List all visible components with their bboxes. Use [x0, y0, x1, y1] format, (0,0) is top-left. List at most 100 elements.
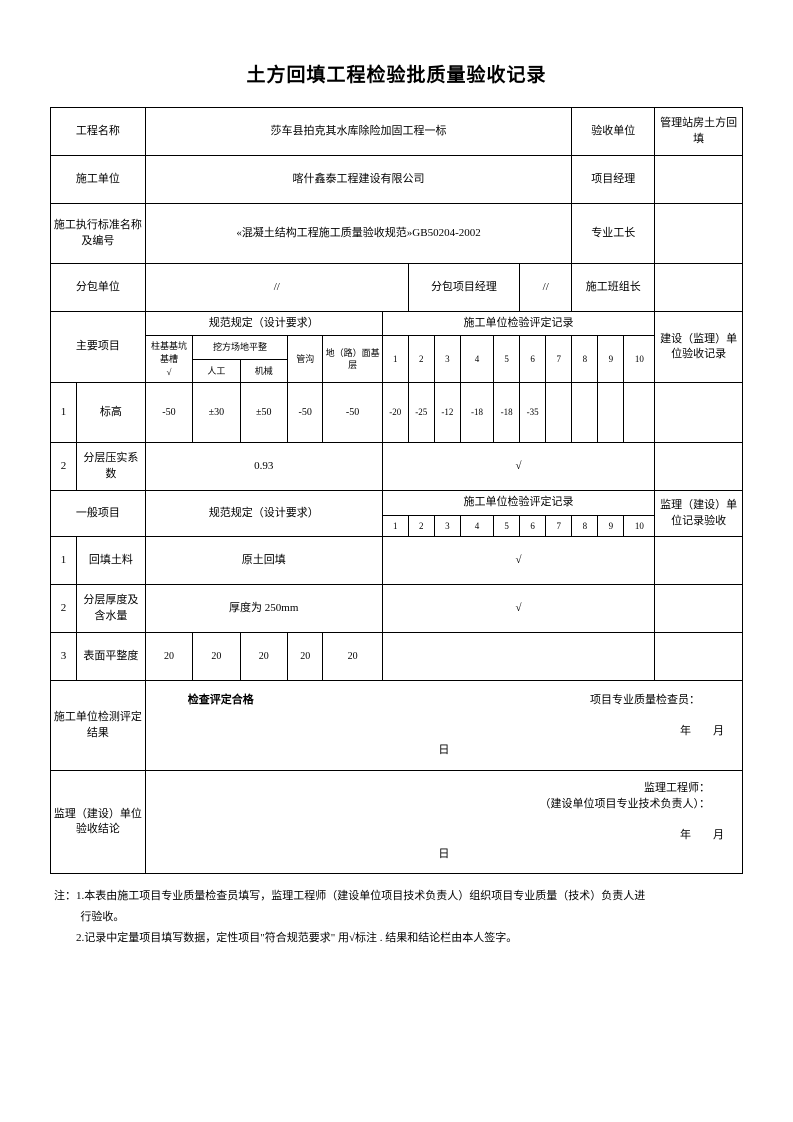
main-row2-check: √	[382, 443, 655, 491]
date-day-2: 日	[158, 847, 730, 862]
num-7: 7	[546, 336, 572, 383]
std-value: «混凝土结构工程施工质量验收规范»GB50204-2002	[145, 204, 572, 264]
gen-row3-v3: 20	[240, 633, 287, 681]
num-10: 10	[624, 336, 655, 383]
main-row1-d6: -35	[520, 383, 546, 443]
col-manual: 人工	[193, 359, 240, 382]
gen-row3-name: 表面平整度	[77, 633, 146, 681]
gen-row1-check: √	[382, 537, 655, 585]
label-sup-result: 监理（建设）单位验收结论	[51, 771, 146, 874]
label-accept-unit: 验收单位	[572, 108, 655, 156]
main-row1-d4: -18	[460, 383, 493, 443]
constr-result-box: 检查评定合格 项目专业质量检查员： 年 月 日	[145, 681, 742, 771]
num-5: 5	[494, 336, 520, 383]
mgmt-station: 管理站房土方回填	[655, 108, 743, 156]
col-pillar: 柱基基坑基槽√	[145, 336, 192, 383]
note-1b: 行验收。	[54, 907, 739, 928]
gen-row2-val: 厚度为 250mm	[145, 585, 382, 633]
num-1: 1	[382, 336, 408, 383]
gen-row3-v1: 20	[145, 633, 192, 681]
gen-row3-data	[382, 633, 655, 681]
main-row1-sup	[655, 383, 743, 443]
main-table: 工程名称 莎车县拍克其水库除险加固工程一标 验收单位 管理站房土方回填 施工单位…	[50, 107, 743, 874]
col-road: 地（路）面基层	[323, 336, 382, 383]
engineer-label: 监理工程师：	[158, 781, 730, 796]
main-row1-d8	[572, 383, 598, 443]
col-machine: 机械	[240, 359, 287, 382]
date-ym-2: 年 月	[158, 828, 730, 843]
main-row1-d5: -18	[494, 383, 520, 443]
foreman-value	[655, 204, 743, 264]
sub-pm-value: //	[520, 264, 572, 312]
main-row2-idx: 2	[51, 443, 77, 491]
gen-num-3: 3	[434, 515, 460, 537]
col-dig: 挖方场地平整	[193, 336, 288, 359]
main-row1-v5: -50	[323, 383, 382, 443]
tech-label: （建设单位项目专业技术负责人）：	[158, 797, 730, 812]
inspector-label: 项目专业质量检查员：	[590, 693, 700, 708]
gen-row2-sup	[655, 585, 743, 633]
main-row1-d7	[546, 383, 572, 443]
label-spec: 规范规定（设计要求）	[145, 312, 382, 336]
gen-row2-check: √	[382, 585, 655, 633]
col-pipe: 管沟	[287, 336, 323, 383]
main-row2-val: 0.93	[145, 443, 382, 491]
gen-num-9: 9	[598, 515, 624, 537]
result-title: 检查评定合格	[188, 693, 254, 708]
main-row1-v1: -50	[145, 383, 192, 443]
main-row2-name: 分层压实系数	[77, 443, 146, 491]
gen-num-8: 8	[572, 515, 598, 537]
gen-num-1: 1	[382, 515, 408, 537]
gen-row1-val: 原土回填	[145, 537, 382, 585]
gen-num-4: 4	[460, 515, 493, 537]
gen-num-7: 7	[546, 515, 572, 537]
date-day: 日	[158, 743, 730, 758]
pm-value	[655, 156, 743, 204]
main-row1-name: 标高	[77, 383, 146, 443]
sup-result-box: 监理工程师： （建设单位项目专业技术负责人）： 年 月 日	[145, 771, 742, 874]
gen-row1-idx: 1	[51, 537, 77, 585]
num-6: 6	[520, 336, 546, 383]
constr-unit: 喀什鑫泰工程建设有限公司	[145, 156, 572, 204]
gen-row3-sup	[655, 633, 743, 681]
gen-row1-sup	[655, 537, 743, 585]
label-general: 一般项目	[51, 491, 146, 537]
main-row1-v2: ±30	[193, 383, 240, 443]
label-constr-result: 施工单位检测评定结果	[51, 681, 146, 771]
label-gen-sup: 监理（建设）单位记录验收	[655, 491, 743, 537]
team-value	[655, 264, 743, 312]
label-foreman: 专业工长	[572, 204, 655, 264]
gen-row1-name: 回填土料	[77, 537, 146, 585]
gen-row3-v2: 20	[193, 633, 240, 681]
gen-row2-name: 分层厚度及含水量	[77, 585, 146, 633]
label-constr-unit: 施工单位	[51, 156, 146, 204]
label-project-name: 工程名称	[51, 108, 146, 156]
gen-row3-idx: 3	[51, 633, 77, 681]
main-row1-idx: 1	[51, 383, 77, 443]
main-row1-d1: -20	[382, 383, 408, 443]
gen-num-10: 10	[624, 515, 655, 537]
label-main-items: 主要项目	[51, 312, 146, 383]
note-2: 2.记录中定量项目填写数据，定性项目"符合规范要求" 用√标注 . 结果和结论栏…	[54, 928, 739, 949]
label-team: 施工班组长	[572, 264, 655, 312]
main-row2-sup	[655, 443, 743, 491]
label-gen-spec: 规范规定（设计要求）	[145, 491, 382, 537]
gen-row3-v4: 20	[287, 633, 323, 681]
note-1: 注：1.本表由施工项目专业质量检查员填写，监理工程师（建设单位项目技术负责人）组…	[54, 886, 739, 907]
gen-row2-idx: 2	[51, 585, 77, 633]
main-row1-d10	[624, 383, 655, 443]
sub-unit-value: //	[145, 264, 408, 312]
label-gen-record: 施工单位检验评定记录	[382, 491, 655, 515]
label-std: 施工执行标准名称及编号	[51, 204, 146, 264]
gen-row3-v5: 20	[323, 633, 382, 681]
num-8: 8	[572, 336, 598, 383]
date-ym: 年 月	[158, 724, 730, 739]
main-row1-d9	[598, 383, 624, 443]
gen-num-5: 5	[494, 515, 520, 537]
num-4: 4	[460, 336, 493, 383]
label-sub-pm: 分包项目经理	[408, 264, 519, 312]
label-supervisor: 建设（监理）单位验收记录	[655, 312, 743, 383]
num-3: 3	[434, 336, 460, 383]
gen-num-2: 2	[408, 515, 434, 537]
main-row1-v3: ±50	[240, 383, 287, 443]
